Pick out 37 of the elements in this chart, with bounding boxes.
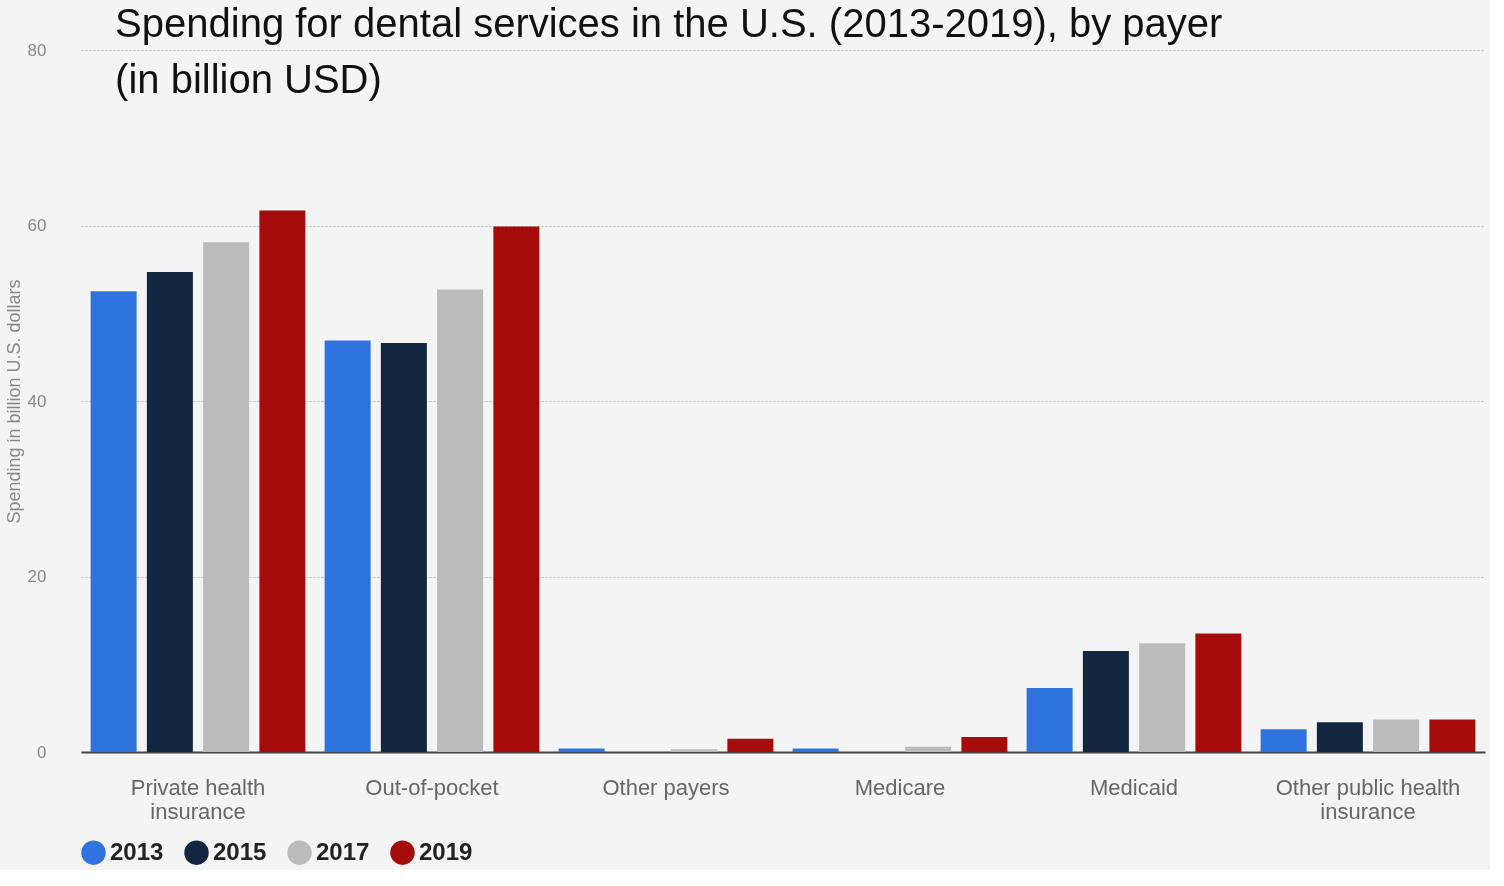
- x-tick-label: Other public health insurance: [1275, 774, 1461, 824]
- chart-title: Spending for dental services in the U.S. (2013-2019), by payer (in billion USD): [115, 1, 1223, 101]
- bar: [905, 746, 952, 752]
- bar: [380, 343, 427, 752]
- bar: [1316, 722, 1363, 752]
- bar: [727, 738, 774, 752]
- y-tick-label: 40: [27, 391, 47, 411]
- x-tick-label: Out-of-pocket: [365, 774, 499, 800]
- x-tick-label: Medicare: [854, 774, 946, 800]
- x-tick-label: Private health insurance: [130, 774, 266, 824]
- y-tick-label: 0: [37, 742, 47, 762]
- bar: [259, 210, 306, 752]
- x-tick-label: Medicaid: [1089, 774, 1179, 800]
- bar: [1139, 643, 1186, 752]
- y-tick-label: 60: [27, 216, 47, 235]
- bar: [1195, 633, 1242, 752]
- y-axis-title: Spending in billion U.S. dollars: [3, 279, 24, 524]
- bar: [1082, 651, 1129, 752]
- legend-label: 2017: [316, 837, 370, 865]
- bar: [558, 748, 605, 752]
- bar: [1026, 687, 1073, 752]
- legend-label: 2015: [213, 837, 267, 865]
- y-tick-label: 20: [27, 567, 47, 586]
- bar: [792, 748, 839, 752]
- bar: [1260, 729, 1307, 752]
- bar: [324, 340, 371, 752]
- bar: [671, 749, 718, 752]
- bar: [961, 737, 1008, 752]
- bar: [1429, 719, 1476, 752]
- bar: [1373, 719, 1420, 752]
- bar: [146, 272, 193, 752]
- x-tick-label: Other payers: [602, 774, 730, 800]
- legend-label: 2019: [419, 837, 473, 865]
- bar: [90, 291, 137, 752]
- legend-label: 2013: [110, 837, 164, 865]
- y-tick-label: 80: [27, 40, 47, 60]
- bar: [493, 226, 540, 752]
